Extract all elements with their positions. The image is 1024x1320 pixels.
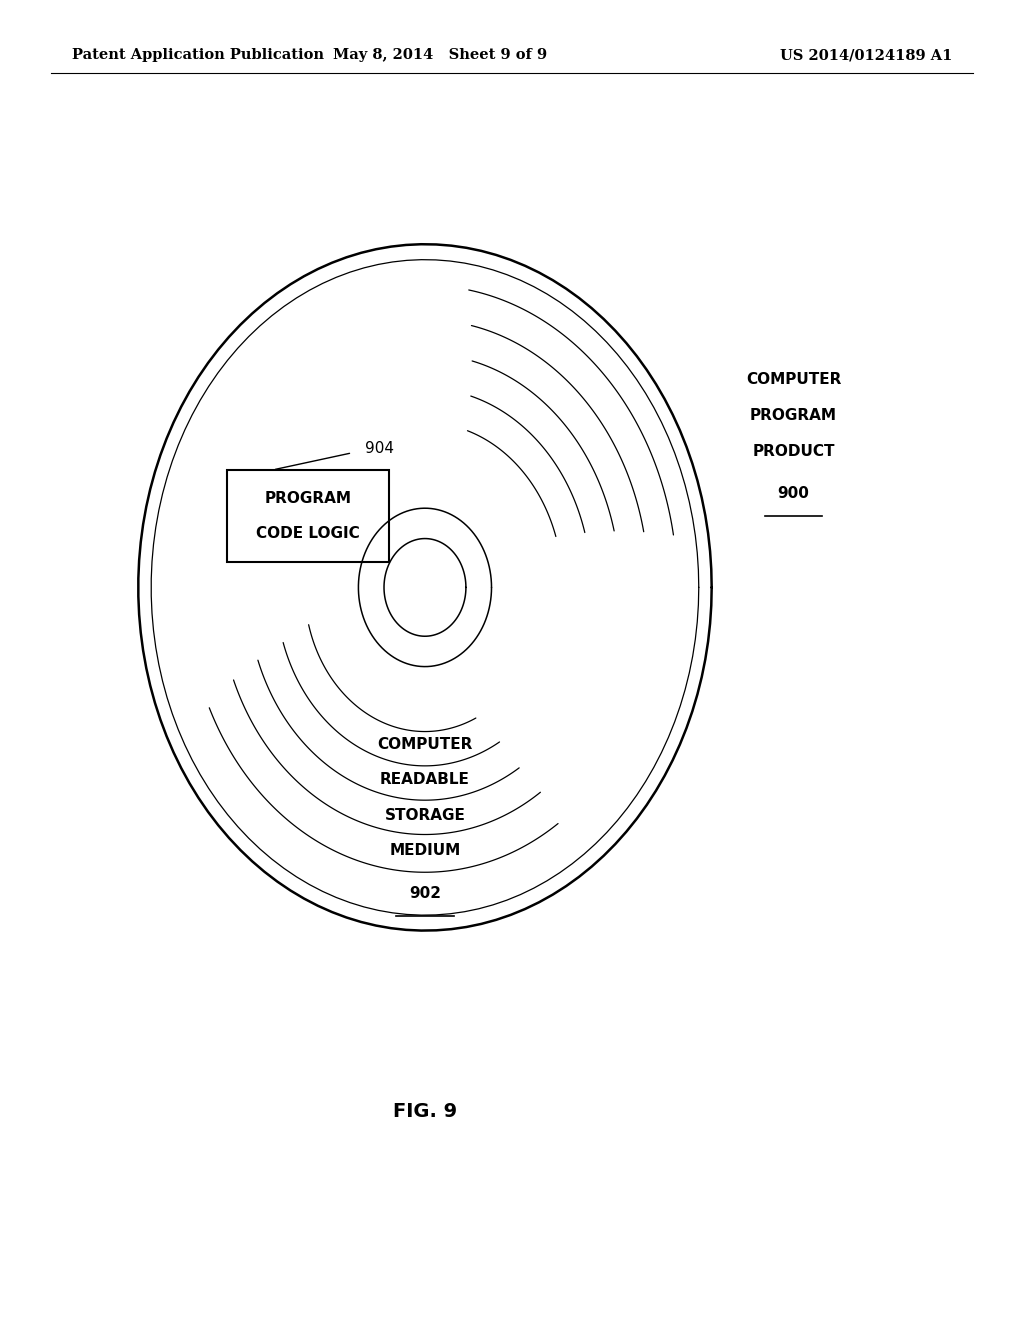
Text: COMPUTER: COMPUTER xyxy=(745,372,842,387)
Text: READABLE: READABLE xyxy=(380,772,470,787)
Text: CODE LOGIC: CODE LOGIC xyxy=(256,525,360,541)
Text: 902: 902 xyxy=(409,886,441,900)
Text: 900: 900 xyxy=(777,486,810,500)
Text: PROGRAM: PROGRAM xyxy=(751,408,837,422)
Text: COMPUTER: COMPUTER xyxy=(377,737,473,751)
Text: 904: 904 xyxy=(365,441,393,457)
Bar xyxy=(227,470,389,562)
Text: May 8, 2014   Sheet 9 of 9: May 8, 2014 Sheet 9 of 9 xyxy=(333,49,548,62)
Text: PRODUCT: PRODUCT xyxy=(753,444,835,458)
Text: PROGRAM: PROGRAM xyxy=(265,491,351,507)
Text: STORAGE: STORAGE xyxy=(385,808,465,822)
Text: Patent Application Publication: Patent Application Publication xyxy=(72,49,324,62)
Text: FIG. 9: FIG. 9 xyxy=(393,1102,457,1121)
Text: MEDIUM: MEDIUM xyxy=(389,843,461,858)
Text: US 2014/0124189 A1: US 2014/0124189 A1 xyxy=(780,49,952,62)
